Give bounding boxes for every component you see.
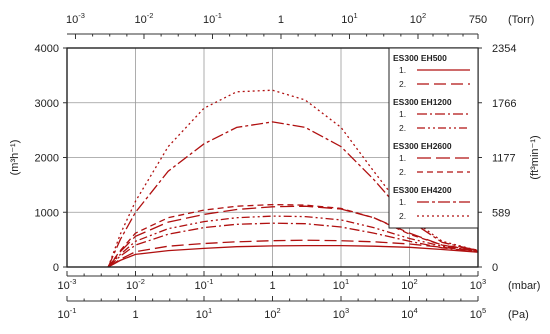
pa-axis: 10-1 1 101 102 103 104 105 (Pa) xyxy=(58,296,529,321)
torr-tick-label: 10-1 xyxy=(203,11,222,26)
legend-group-title: ES300 EH1200 xyxy=(393,97,452,107)
right-tick-label: 1766 xyxy=(492,98,516,110)
bottom-mbar-axis: 10-3 10-2 10-1 1 101 102 103 (mbar) xyxy=(58,271,540,292)
mbar-tick-label: 101 xyxy=(333,277,349,292)
pa-tick-label: 101 xyxy=(196,306,212,321)
pa-tick-label: 1 xyxy=(132,309,138,321)
pa-tick-label: 104 xyxy=(401,306,417,321)
mbar-tick-label: 10-2 xyxy=(126,277,145,292)
pa-tick-label: 102 xyxy=(264,306,280,321)
mbar-tick-label: 10-1 xyxy=(195,277,214,292)
mbar-tick-label: 1 xyxy=(269,280,275,292)
left-tick-label: 3000 xyxy=(35,98,59,110)
legend-item-label: 2. xyxy=(399,167,406,177)
mbar-unit: (mbar) xyxy=(508,280,540,292)
pa-tick-label: 105 xyxy=(470,306,486,321)
torr-tick-label: 750 xyxy=(469,14,487,26)
legend-group-title: ES300 EH4200 xyxy=(393,185,452,195)
legend-item-label: 1. xyxy=(399,153,406,163)
legend-item-label: 2. xyxy=(399,79,406,89)
legend-item-label: 1. xyxy=(399,197,406,207)
series-line-5 xyxy=(107,205,479,268)
right-axis: 0 589 1177 1766 2354 (ft³min⁻¹) xyxy=(478,43,541,274)
pa-tick-label: 103 xyxy=(333,306,349,321)
series-line-2 xyxy=(107,239,479,268)
torr-tick-label: 10-2 xyxy=(135,11,154,26)
left-tick-label: 4000 xyxy=(35,43,59,55)
torr-unit: (Torr) xyxy=(508,14,534,26)
left-tick-label: 1000 xyxy=(35,207,59,219)
torr-tick-label: 101 xyxy=(341,11,357,26)
right-axis-label: (ft³min⁻¹) xyxy=(529,135,541,179)
legend-item-label: 2. xyxy=(399,123,406,133)
legend-group-title: ES300 EH2600 xyxy=(393,141,452,151)
legend-item-label: 2. xyxy=(399,211,406,221)
pa-tick-label: 10-1 xyxy=(58,306,77,321)
left-axis: 0 1000 2000 3000 4000 (m³h⁻¹) xyxy=(9,43,67,274)
series-line-4 xyxy=(107,215,479,268)
right-tick-label: 1177 xyxy=(492,153,516,165)
series-line-1 xyxy=(107,244,479,268)
legend-group-title: ES300 EH500 xyxy=(393,53,447,63)
right-tick-label: 2354 xyxy=(492,43,516,55)
torr-tick-label: 10-3 xyxy=(66,11,85,26)
mbar-tick-label: 103 xyxy=(470,277,486,292)
series-line-3 xyxy=(107,222,479,268)
right-tick-label: 589 xyxy=(492,207,510,219)
pa-unit: (Pa) xyxy=(508,309,529,321)
right-tick-label: 0 xyxy=(492,262,498,274)
left-axis-label: (m³h⁻¹) xyxy=(9,140,21,176)
left-tick-label: 0 xyxy=(53,262,59,274)
series-line-8 xyxy=(107,89,479,268)
legend-box xyxy=(388,47,479,229)
series-line-6 xyxy=(107,203,479,268)
torr-tick-label: 1 xyxy=(278,14,284,26)
torr-tick-label: 102 xyxy=(410,11,426,26)
legend-item-label: 1. xyxy=(399,109,406,119)
legend-item-label: 1. xyxy=(399,65,406,75)
mbar-tick-label: 102 xyxy=(401,277,417,292)
top-torr-axis: 10-3 10-2 10-1 1 101 102 750 (Torr) xyxy=(66,11,534,39)
mbar-tick-label: 10-3 xyxy=(58,277,77,292)
left-tick-label: 2000 xyxy=(35,153,59,165)
legend: ES300 EH500 1. 2. ES300 EH1200 1. 2. ES300 EH2… xyxy=(388,47,479,229)
